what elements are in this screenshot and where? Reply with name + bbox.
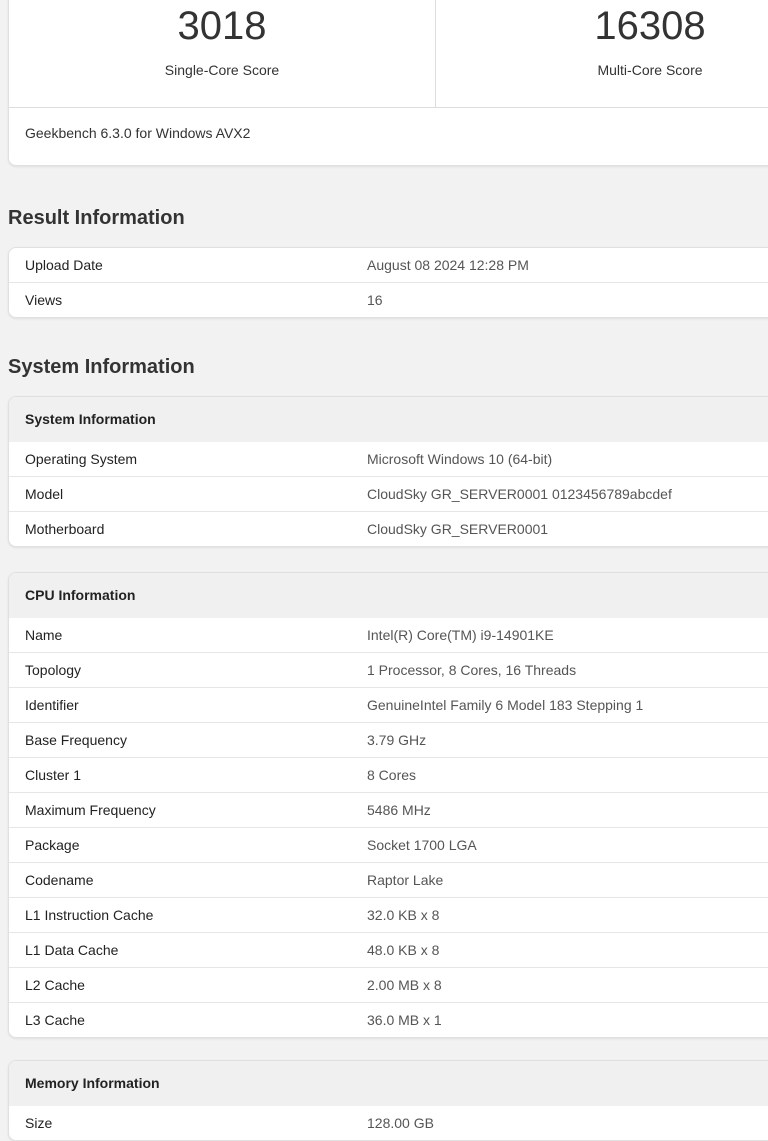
row-label: Cluster 1 [25,767,82,783]
row-label: Maximum Frequency [25,802,156,818]
row-value: Intel(R) Core(TM) i9-14901KE [367,627,554,643]
row-value: 32.0 KB x 8 [367,907,440,923]
row-value: GenuineIntel Family 6 Model 183 Stepping… [367,697,644,713]
row-label: Model [25,486,64,502]
single-core-value: 3018 [177,4,267,48]
row-value: 2.00 MB x 8 [367,977,442,993]
system-information-heading: System Information [8,356,195,378]
row-value: CloudSky GR_SERVER0001 [367,521,549,537]
row-label: Identifier [25,697,79,713]
table-row: Size 128.00 GB [9,1106,768,1140]
row-label: Topology [25,662,82,678]
row-label: Views [25,292,63,308]
row-label: Motherboard [25,521,105,537]
benchmark-version: Geekbench 6.3.0 for Windows AVX2 [9,107,768,165]
table-row: L2 Cache 2.00 MB x 8 [9,967,768,1002]
row-label: L3 Cache [25,1012,85,1028]
result-information-card: Upload Date August 08 2024 12:28 PM View… [8,247,768,318]
section-header: System Information [9,397,768,442]
table-row: L1 Instruction Cache 32.0 KB x 8 [9,897,768,932]
row-value: Microsoft Windows 10 (64-bit) [367,451,553,467]
table-row: Views 16 [9,282,768,317]
row-label: Package [25,837,80,853]
table-row: Package Socket 1700 LGA [9,827,768,862]
row-value: 1 Processor, 8 Cores, 16 Threads [367,662,577,678]
row-value: CloudSky GR_SERVER0001 0123456789abcdef [367,486,672,502]
table-row: Maximum Frequency 5486 MHz [9,792,768,827]
table-row: Operating System Microsoft Windows 10 (6… [9,442,768,476]
cpu-information-card: CPU Information Name Intel(R) Core(TM) i… [8,572,768,1038]
row-label: L1 Data Cache [25,942,119,958]
row-value: 5486 MHz [367,802,431,818]
single-core-score: 3018 Single-Core Score [9,0,436,107]
table-row: Upload Date August 08 2024 12:28 PM [9,248,768,282]
row-label: Operating System [25,451,138,467]
row-value: Raptor Lake [367,872,444,888]
table-row: Name Intel(R) Core(TM) i9-14901KE [9,618,768,652]
row-value: 128.00 GB [367,1115,434,1131]
row-value: 36.0 MB x 1 [367,1012,442,1028]
table-row: Identifier GenuineIntel Family 6 Model 1… [9,687,768,722]
row-label: Codename [25,872,94,888]
row-label: L2 Cache [25,977,85,993]
row-label: Name [25,627,63,643]
table-row: Topology 1 Processor, 8 Cores, 16 Thread… [9,652,768,687]
multi-core-value: 16308 [594,4,706,48]
score-card: 3018 Single-Core Score 16308 Multi-Core … [8,0,768,166]
table-row: Motherboard CloudSky GR_SERVER0001 [9,511,768,546]
section-header: CPU Information [9,573,768,618]
memory-information-card: Memory Information Size 128.00 GB [8,1060,768,1141]
table-row: L1 Data Cache 48.0 KB x 8 [9,932,768,967]
row-value: August 08 2024 12:28 PM [367,257,529,273]
single-core-label: Single-Core Score [164,62,280,78]
row-label: Base Frequency [25,732,127,748]
row-value: 3.79 GHz [367,732,427,748]
section-header: Memory Information [9,1061,768,1106]
multi-core-score: 16308 Multi-Core Score [436,0,768,107]
table-row: Base Frequency 3.79 GHz [9,722,768,757]
table-row: Cluster 1 8 Cores [9,757,768,792]
result-information-heading: Result Information [8,207,185,229]
row-label: L1 Instruction Cache [25,907,154,923]
multi-core-label: Multi-Core Score [597,62,703,78]
row-label: Size [25,1115,53,1131]
row-label: Upload Date [25,257,103,273]
row-value: Socket 1700 LGA [367,837,477,853]
table-row: Model CloudSky GR_SERVER0001 0123456789a… [9,476,768,511]
row-value: 48.0 KB x 8 [367,942,440,958]
row-value: 8 Cores [367,767,417,783]
system-information-card: System Information Operating System Micr… [8,396,768,547]
row-value: 16 [367,292,383,308]
table-row: Codename Raptor Lake [9,862,768,897]
table-row: L3 Cache 36.0 MB x 1 [9,1002,768,1037]
